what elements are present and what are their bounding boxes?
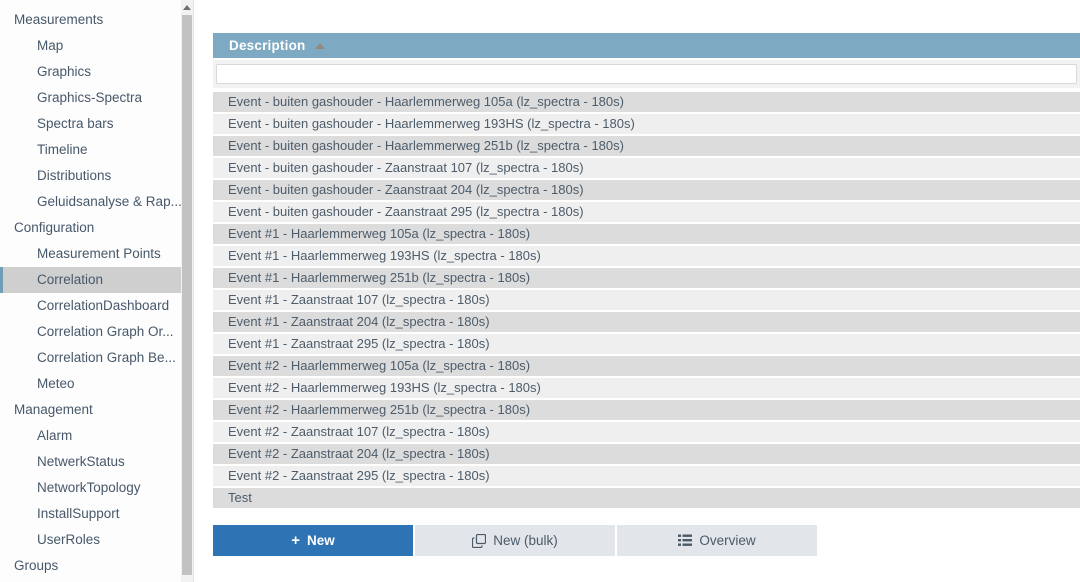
table-row[interactable]: Event #2 - Haarlemmerweg 251b (lz_spectr… (213, 400, 1080, 420)
sidebar-item-distributions[interactable]: Distributions (37, 168, 112, 183)
sidebar-item-timeline[interactable]: Timeline (37, 142, 88, 157)
new-bulk-button[interactable]: New (bulk) (415, 525, 615, 556)
sidebar-item-spectra-bars[interactable]: Spectra bars (37, 116, 114, 131)
new-bulk-button-label: New (bulk) (493, 533, 558, 548)
column-header-label: Description (229, 38, 306, 53)
scroll-up-button[interactable] (181, 0, 193, 14)
sidebar-item-networktopology[interactable]: NetworkTopology (37, 480, 141, 495)
sidebar-item-meteo[interactable]: Meteo (37, 376, 75, 391)
sidebar-item-measurement-points[interactable]: Measurement Points (37, 246, 161, 261)
sort-ascending-icon (315, 42, 326, 49)
sidebar-item-geluidsanalyse-rap[interactable]: Geluidsanalyse & Rap... (37, 194, 181, 209)
table-row[interactable]: Event #1 - Zaanstraat 107 (lz_spectra - … (213, 290, 1080, 310)
overview-button-label: Overview (699, 533, 756, 548)
action-bar: + New New (bulk) (213, 525, 1080, 556)
table-row[interactable]: Event - buiten gashouder - Haarlemmerweg… (213, 114, 1080, 134)
table-row[interactable]: Test (213, 488, 1080, 508)
table-row[interactable]: Event - buiten gashouder - Zaanstraat 20… (213, 180, 1080, 200)
filter-row (213, 60, 1080, 88)
table-row[interactable]: Event #2 - Zaanstraat 204 (lz_spectra - … (213, 444, 1080, 464)
table-row[interactable]: Event #2 - Zaanstraat 295 (lz_spectra - … (213, 466, 1080, 486)
sidebar-item-installsupport[interactable]: InstallSupport (37, 506, 120, 521)
sidebar-item-measurements[interactable]: Measurements (14, 12, 104, 27)
table-body: Event - buiten gashouder - Haarlemmerweg… (213, 92, 1080, 508)
sidebar-item-correlation[interactable]: Correlation (0, 267, 181, 293)
sidebar-item-groups[interactable]: Groups (14, 558, 59, 573)
sidebar-item-management[interactable]: Management (14, 402, 93, 417)
table-row[interactable]: Event - buiten gashouder - Zaanstraat 10… (213, 158, 1080, 178)
scrollbar-thumb[interactable] (182, 15, 192, 575)
table-row[interactable]: Event #1 - Zaanstraat 295 (lz_spectra - … (213, 334, 1080, 354)
table-row[interactable]: Event #1 - Haarlemmerweg 193HS (lz_spect… (213, 246, 1080, 266)
table-row[interactable]: Event #1 - Haarlemmerweg 105a (lz_spectr… (213, 224, 1080, 244)
table-row[interactable]: Event #2 - Haarlemmerweg 105a (lz_spectr… (213, 356, 1080, 376)
sidebar-item-userroles[interactable]: UserRoles (37, 532, 101, 547)
sidebar-scrollbar[interactable] (181, 0, 194, 582)
sidebar-item-correlationdashboard[interactable]: CorrelationDashboard (37, 298, 170, 313)
table-row[interactable]: Event - buiten gashouder - Zaanstraat 29… (213, 202, 1080, 222)
table-row[interactable]: Event #1 - Haarlemmerweg 251b (lz_spectr… (213, 268, 1080, 288)
table-row[interactable]: Event #2 - Zaanstraat 107 (lz_spectra - … (213, 422, 1080, 442)
sidebar-item-correlation-graph-be[interactable]: Correlation Graph Be... (37, 350, 176, 365)
scroll-up-arrow-icon (183, 4, 191, 10)
table-row[interactable]: Event #2 - Haarlemmerweg 193HS (lz_spect… (213, 378, 1080, 398)
sidebar-item-configuration[interactable]: Configuration (14, 220, 95, 235)
sidebar: Measurements Map Graphics Graphics-Spectra S… (0, 0, 181, 582)
table-row[interactable]: Event - buiten gashouder - Haarlemmerweg… (213, 92, 1080, 112)
table-row[interactable]: Event - buiten gashouder - Haarlemmerweg… (213, 136, 1080, 156)
new-button[interactable]: + New (213, 525, 413, 556)
sidebar-item-alarm[interactable]: Alarm (37, 428, 73, 443)
sidebar-item-netwerkstatus[interactable]: NetwerkStatus (37, 454, 125, 469)
column-header-description[interactable]: Description (213, 33, 1080, 58)
sidebar-item-correlation-graph-or[interactable]: Correlation Graph Or... (37, 324, 174, 339)
table-row[interactable]: Event #1 - Zaanstraat 204 (lz_spectra - … (213, 312, 1080, 332)
sidebar-nav-list: Measurements Map Graphics Graphics-Spectra S… (0, 0, 181, 579)
copy-icon (472, 533, 487, 548)
plus-icon: + (291, 532, 300, 549)
list-icon (678, 534, 693, 547)
sidebar-item-map[interactable]: Map (37, 38, 64, 53)
overview-button[interactable]: Overview (617, 525, 817, 556)
sidebar-item-graphics-spectra[interactable]: Graphics-Spectra (37, 90, 143, 105)
sidebar-item-graphics[interactable]: Graphics (37, 64, 92, 79)
description-filter-input[interactable] (216, 64, 1077, 84)
main-content: Description Event - buiten gashouder - H… (213, 33, 1080, 556)
new-button-label: New (307, 533, 335, 548)
